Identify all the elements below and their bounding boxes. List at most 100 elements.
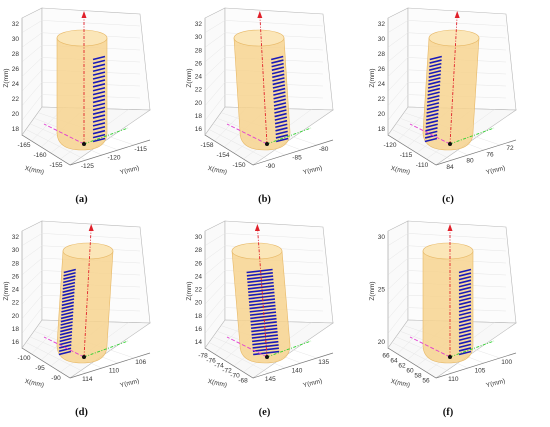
scan-line <box>62 281 76 287</box>
scan-line <box>458 304 472 309</box>
box-edge <box>387 134 437 166</box>
scan-line <box>458 315 472 320</box>
z-tick-label: 30 <box>378 36 386 43</box>
z-axis-arrowhead <box>81 11 87 18</box>
z-tick-label: 14 <box>195 339 203 346</box>
scan-line <box>428 80 441 86</box>
box-edge <box>435 352 517 379</box>
z-tick-label: 24 <box>378 81 386 88</box>
grid-line <box>204 20 226 33</box>
grid-line <box>204 69 226 92</box>
z-tick-label: 18 <box>195 313 203 320</box>
scan-line <box>250 314 277 320</box>
grid-line <box>41 20 141 27</box>
scan-line <box>61 301 75 307</box>
z-tick-label: 22 <box>195 87 203 94</box>
scan-line <box>248 294 275 300</box>
scan-line <box>272 77 285 82</box>
scan-line <box>63 275 76 280</box>
scan-line <box>248 288 275 293</box>
z-tick-label: 25 <box>378 287 386 294</box>
scan-line <box>458 343 472 349</box>
scan-line <box>60 324 73 330</box>
grid-line <box>204 32 226 48</box>
x-tick-label: -110 <box>416 162 429 169</box>
y-tick-label: 84 <box>446 164 454 171</box>
scan-line <box>249 304 276 310</box>
origin-point <box>82 142 86 146</box>
y-axis-label: Y(mm) <box>119 378 140 390</box>
panel-caption: (c) <box>442 194 454 205</box>
scan-line <box>92 122 106 127</box>
y-axis-label: Y(mm) <box>485 378 506 390</box>
grid-line <box>21 44 43 63</box>
scan-line <box>458 325 472 331</box>
scan-line <box>92 79 106 84</box>
x-axis-arrow <box>409 123 451 145</box>
grid-line <box>387 257 409 276</box>
z-tick-label: 26 <box>12 273 20 280</box>
scan-line <box>61 311 74 316</box>
scan-line <box>247 281 274 287</box>
scan-line <box>250 324 278 330</box>
grid-line <box>387 295 409 319</box>
z-tick-label: 28 <box>12 51 20 58</box>
x-axis-label: X(mm) <box>207 165 228 176</box>
scan-line <box>271 55 284 61</box>
scan-line <box>424 137 438 143</box>
z-tick-label: 30 <box>195 34 203 41</box>
scan-line <box>92 126 106 131</box>
y-axis-arrow <box>83 340 129 358</box>
y-tick-label: 100 <box>501 359 512 366</box>
scan-line <box>273 94 286 100</box>
scan-line <box>275 130 288 136</box>
scan-line <box>274 105 287 111</box>
x-axis-label: X(mm) <box>24 165 45 176</box>
panel-caption: (d) <box>75 407 88 418</box>
y-tick-label: 114 <box>82 376 93 383</box>
box-edge <box>252 352 334 379</box>
scan-line <box>458 350 472 356</box>
scan-line <box>59 340 72 346</box>
grid-line <box>224 233 324 240</box>
scan-line <box>272 80 285 86</box>
scan-line <box>425 116 439 121</box>
panel-caption: (f) <box>443 407 454 418</box>
z-tick-label: 30 <box>12 247 20 254</box>
z-tick-label: 22 <box>378 96 386 103</box>
scan-line <box>249 311 277 316</box>
scan-line <box>274 112 287 118</box>
x-tick-label: 56 <box>422 378 430 385</box>
scan-line <box>275 123 288 129</box>
z-tick-label: 20 <box>195 300 203 307</box>
y-tick-label: 105 <box>475 368 486 375</box>
scan-line <box>92 106 106 112</box>
scan-line <box>424 134 438 139</box>
cylinder-top <box>422 242 474 260</box>
scan-line <box>429 62 442 68</box>
grid-line <box>204 82 226 106</box>
scan-line <box>63 272 76 277</box>
y-tick-label: -85 <box>292 155 302 162</box>
box-edge <box>69 139 151 166</box>
z-tick-label: 18 <box>12 326 20 333</box>
grid-line <box>21 295 43 319</box>
scan-line <box>252 347 279 353</box>
z-axis-label: Z(mm) <box>3 281 10 300</box>
scan-line <box>458 282 472 288</box>
scan-line <box>252 340 279 346</box>
scan-line <box>458 329 472 334</box>
scan-line <box>58 347 72 352</box>
scan-line <box>426 102 440 107</box>
z-tick-label: 26 <box>195 60 203 67</box>
x-tick-label: -158 <box>200 142 213 149</box>
scan-line <box>92 129 106 135</box>
scan-line <box>458 322 472 327</box>
grid-line <box>387 57 409 77</box>
scan-line <box>60 321 73 326</box>
z-tick-label: 28 <box>195 47 203 54</box>
scan-line <box>60 317 74 323</box>
scan-line <box>247 285 275 290</box>
x-axis-label: X(mm) <box>207 378 228 389</box>
z-tick-label: 32 <box>378 21 386 28</box>
